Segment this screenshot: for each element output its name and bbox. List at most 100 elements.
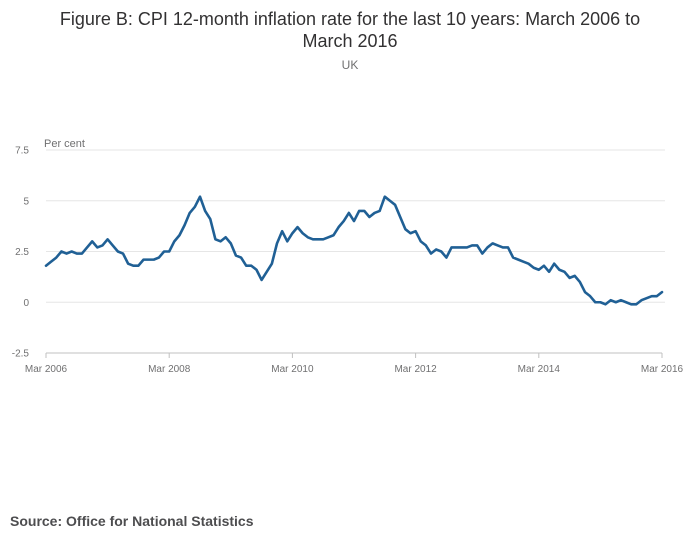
data-point bbox=[106, 238, 108, 240]
data-point bbox=[425, 244, 427, 246]
data-point bbox=[378, 210, 380, 212]
data-point bbox=[461, 246, 463, 248]
data-point bbox=[404, 228, 406, 230]
data-point bbox=[142, 258, 144, 260]
chart-title-line2: March 2016 bbox=[302, 31, 398, 51]
data-point bbox=[101, 244, 103, 246]
data-point bbox=[194, 206, 196, 208]
data-point bbox=[599, 301, 601, 303]
data-point bbox=[235, 254, 237, 256]
series-group bbox=[44, 195, 664, 306]
data-point bbox=[604, 303, 606, 305]
data-point bbox=[132, 265, 134, 267]
data-point bbox=[543, 265, 545, 267]
data-point bbox=[502, 246, 504, 248]
chart-title-line1: Figure B: CPI 12-month inflation rate fo… bbox=[59, 9, 641, 29]
data-point bbox=[199, 195, 201, 197]
data-point bbox=[91, 240, 93, 242]
data-point bbox=[517, 258, 519, 260]
data-point bbox=[476, 244, 478, 246]
data-point bbox=[276, 242, 278, 244]
data-point bbox=[112, 244, 114, 246]
data-point bbox=[214, 238, 216, 240]
data-point bbox=[189, 212, 191, 214]
data-point bbox=[558, 269, 560, 271]
data-point bbox=[640, 299, 642, 301]
data-point bbox=[343, 220, 345, 222]
data-point bbox=[435, 248, 437, 250]
data-point bbox=[450, 246, 452, 248]
data-point bbox=[399, 216, 401, 218]
x-axis: Mar 2006 Mar 2008 Mar 2010 Mar 2012 Mar 2014… bbox=[25, 352, 684, 375]
data-point bbox=[358, 210, 360, 212]
data-point bbox=[656, 295, 658, 297]
data-point bbox=[117, 250, 119, 252]
data-point bbox=[507, 246, 509, 248]
data-point bbox=[260, 279, 262, 281]
data-point bbox=[568, 277, 570, 279]
data-point bbox=[512, 256, 514, 258]
data-point bbox=[594, 301, 596, 303]
y-tick-label: 2.5 bbox=[15, 247, 29, 258]
y-tick-label: 5 bbox=[23, 196, 29, 207]
data-point bbox=[574, 275, 576, 277]
data-point bbox=[255, 269, 257, 271]
data-point bbox=[147, 258, 149, 260]
data-point bbox=[481, 252, 483, 254]
data-point bbox=[497, 244, 499, 246]
data-point bbox=[527, 262, 529, 264]
data-point bbox=[579, 281, 581, 283]
data-point bbox=[86, 246, 88, 248]
data-point bbox=[414, 230, 416, 232]
data-point bbox=[471, 244, 473, 246]
data-point bbox=[322, 238, 324, 240]
data-point bbox=[307, 236, 309, 238]
data-point bbox=[563, 271, 565, 273]
data-point bbox=[137, 265, 139, 267]
data-point bbox=[219, 240, 221, 242]
chart-title: Figure B: CPI 12-month inflation rate fo… bbox=[0, 8, 700, 52]
y-tick-label: -2.5 bbox=[12, 349, 30, 360]
data-point bbox=[50, 260, 52, 262]
data-point bbox=[389, 200, 391, 202]
x-tick-label: Mar 2016 bbox=[641, 364, 684, 375]
data-point bbox=[651, 295, 653, 297]
data-point bbox=[332, 234, 334, 236]
data-point bbox=[615, 301, 617, 303]
data-point bbox=[245, 265, 247, 267]
data-point bbox=[271, 262, 273, 264]
data-point bbox=[291, 232, 293, 234]
gridlines bbox=[46, 149, 665, 303]
data-point bbox=[420, 240, 422, 242]
data-point bbox=[337, 226, 339, 228]
chart-subtitle: UK bbox=[341, 58, 359, 72]
data-point bbox=[281, 230, 283, 232]
series-line-cpi bbox=[44, 195, 664, 306]
data-point bbox=[409, 232, 411, 234]
data-point bbox=[440, 250, 442, 252]
data-point bbox=[168, 250, 170, 252]
data-point bbox=[65, 252, 67, 254]
y-tick-label: 0 bbox=[23, 298, 29, 309]
data-point bbox=[645, 297, 647, 299]
data-point bbox=[301, 232, 303, 234]
data-point bbox=[240, 256, 242, 258]
data-point bbox=[584, 291, 586, 293]
y-axis-label: Per cent bbox=[44, 138, 85, 150]
data-point bbox=[532, 267, 534, 269]
data-point bbox=[55, 256, 57, 258]
data-point bbox=[625, 301, 627, 303]
data-point bbox=[630, 303, 632, 305]
source-note: Source: Office for National Statistics bbox=[10, 513, 254, 529]
data-point bbox=[96, 246, 98, 248]
data-point bbox=[312, 238, 314, 240]
data-point bbox=[209, 218, 211, 220]
data-point bbox=[224, 236, 226, 238]
data-point bbox=[430, 252, 432, 254]
data-point bbox=[589, 295, 591, 297]
data-point bbox=[81, 252, 83, 254]
data-point bbox=[455, 246, 457, 248]
data-point bbox=[394, 204, 396, 206]
data-point bbox=[163, 250, 165, 252]
